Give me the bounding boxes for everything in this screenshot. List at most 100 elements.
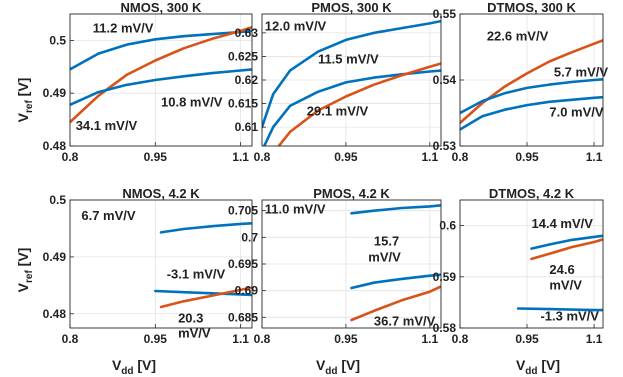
panel-3-ytick-label-0: 0.53 [433, 139, 457, 153]
panel-5-title: PMOS, 4.2 K [313, 186, 390, 201]
panel-3-xtick-label-0: 0.8 [452, 150, 469, 164]
panel-6-annotation-1: 14.4 mV/V [532, 216, 594, 231]
ylabel-bottom: Vref [V] [15, 248, 35, 293]
panel-5-ytick-label-2: 0.695 [228, 257, 258, 271]
panel-1-annotation-2: 10.8 mV/V [161, 94, 223, 109]
panel-6-title: DTMOS, 4.2 K [489, 186, 575, 201]
panel-4-ytick-label-0: 0.48 [43, 307, 67, 321]
panel-3-annotation-2: 5.7 mV/V [554, 65, 609, 80]
panel-3-annotation-3: 7.0 mV/V [549, 104, 604, 119]
panel-1-annotation-3: 34.1 mV/V [76, 118, 138, 133]
panel-4-frame [69, 199, 253, 329]
ylabel-bottom-sub: ref [24, 270, 35, 283]
xlabel-1: Vdd [V] [112, 357, 156, 377]
panel-6-ytick-label-0: 0.58 [433, 321, 457, 335]
xlabel-3: Vdd [V] [516, 357, 560, 377]
panel-4-series-2 [154, 289, 252, 297]
ylabel-top-sub: ref [24, 100, 35, 113]
xlabel-1-sub: dd [121, 366, 133, 377]
panel-3-ytick-label-2: 0.55 [433, 7, 457, 21]
panel-6-series-1 [530, 234, 603, 250]
panel-3-title: DTMOS, 300 K [487, 0, 576, 15]
ylabel-top-main: V [15, 112, 31, 122]
xlabel-1-main: V [112, 357, 122, 373]
panel-3-ytick-label-1: 0.54 [433, 73, 457, 87]
panel-5-xtick-label-2: 1.1 [421, 332, 438, 346]
panel-4-xtick-label-1: 0.95 [144, 332, 168, 346]
panel-1-ytick-label-1: 0.49 [43, 86, 67, 100]
panel-2-ytick-label-4: 0.63 [235, 26, 259, 40]
panel-2-annotation-2: 11.5 mV/V [318, 52, 379, 67]
xlabel-3-unit: [V] [538, 357, 561, 373]
panel-2-ytick-label-0: 0.61 [235, 120, 259, 134]
panel-5-annotation-3: mV/V [368, 249, 401, 264]
panel-4-xtick-label-2: 1.1 [232, 332, 249, 346]
panel-2-ytick-label-1: 0.615 [228, 97, 258, 111]
xlabel-2-unit: [V] [338, 357, 361, 373]
panel-2-annotation-3: 29.1 mV/V [307, 103, 369, 118]
panel-6-ytick-label-2: 0.6 [439, 219, 456, 233]
xlabel-1-unit: [V] [134, 357, 157, 373]
panel-2: 0.8 0.95 1.1 0.61 0.615 0.62 0.625 0.63 PMOS, 30… [228, 0, 442, 164]
panel-4-ytick-label-1: 0.49 [43, 250, 67, 264]
panel-6-annotation-4: -1.3 mV/V [540, 308, 599, 323]
panel-6-xtick-label-1: 0.95 [515, 332, 539, 346]
panel-5-xtick-label-1: 0.95 [334, 332, 358, 346]
panel-2-xtick-label-0: 0.8 [254, 150, 271, 164]
panel-6-xtick-label-0: 0.8 [452, 332, 469, 346]
panel-5-series-1 [350, 204, 441, 215]
panel-4-ytick-label-2: 0.5 [49, 193, 66, 207]
xlabel-2: Vdd [V] [316, 357, 360, 377]
panel-5-ytick-label-4: 0.705 [228, 204, 258, 218]
panel-4-annotation-3: 20.3 [178, 310, 203, 325]
panel-4-xtick-label-0: 0.8 [62, 332, 79, 346]
panel-6-series-2 [530, 238, 603, 261]
panel-1-ytick-label-0: 0.48 [43, 139, 67, 153]
xlabel-3-main: V [516, 357, 526, 373]
panel-2-ytick-label-2: 0.62 [235, 73, 259, 87]
panel-4-title: NMOS, 4.2 K [122, 186, 200, 201]
panel-6-ytick-label-1: 0.59 [433, 270, 457, 284]
panel-3-annotation-1: 22.6 mV/V [487, 28, 549, 43]
panel-4-series-3 [159, 286, 252, 309]
panel-2-ytick-label-3: 0.625 [228, 49, 258, 63]
panel-2-title: PMOS, 300 K [311, 0, 392, 15]
panel-1-series-3 [70, 68, 252, 107]
panel-1-series-2 [70, 25, 252, 124]
panel-4-annotation-1: 6.7 mV/V [81, 208, 136, 223]
panel-2-series-1 [262, 19, 441, 129]
panel-1-ytick-label-2: 0.5 [49, 33, 66, 47]
panel-5-series-3 [350, 285, 441, 322]
panel-2-series-2 [262, 69, 441, 146]
panel-5-annotation-1: 11.0 mV/V [265, 201, 326, 216]
panel-6-annotation-3: mV/V [549, 278, 582, 293]
panel-5-ytick-label-3: 0.7 [241, 230, 258, 244]
panel-3-xtick-label-1: 0.95 [515, 150, 539, 164]
panel-1: 0.8 0.95 1.1 0.48 0.49 0.5 NMOS, 300 K 11.2 mV/… [43, 0, 253, 164]
panel-3-series-3 [460, 95, 603, 131]
xlabel-2-sub: dd [325, 366, 337, 377]
panel-3: 0.8 0.95 1.1 0.53 0.54 0.55 DTMOS, 300 K 22.6 m… [433, 0, 609, 164]
panel-2-xtick-label-1: 0.95 [334, 150, 358, 164]
panel-5-ytick-label-1: 0.69 [235, 284, 259, 298]
panel-1-frame [69, 13, 253, 147]
panel-6-annotation-2: 24.6 [549, 262, 574, 277]
ylabel-bottom-main: V [15, 282, 31, 292]
ylabel-top: Vref [V] [15, 78, 35, 123]
panel-1-annotation-1: 11.2 mV/V [93, 20, 154, 35]
panel-4: 0.8 0.95 1.1 0.48 0.49 0.5 NMOS, 4.2 K 6.7 mV/V… [43, 186, 253, 346]
panel-1-series-1 [70, 29, 252, 71]
panel-4-annotation-2: -3.1 mV/V [167, 267, 226, 282]
panel-5-series-2 [350, 273, 441, 290]
ylabel-top-unit: [V] [15, 78, 31, 101]
panel-2-xtick-label-2: 1.1 [421, 150, 438, 164]
panel-2-annotation-1: 12.0 mV/V [265, 19, 327, 34]
panel-1-xtick-label-2: 1.1 [232, 150, 249, 164]
panel-6-frame [459, 199, 604, 329]
panel-3-xtick-label-2: 1.1 [586, 150, 603, 164]
panel-5-ytick-label-0: 0.685 [228, 310, 258, 324]
panel-1-xtick-label-0: 0.8 [62, 150, 79, 164]
panel-5-annotation-4: 36.7 mV/V [374, 313, 436, 328]
panel-6-series-3 [516, 307, 603, 312]
